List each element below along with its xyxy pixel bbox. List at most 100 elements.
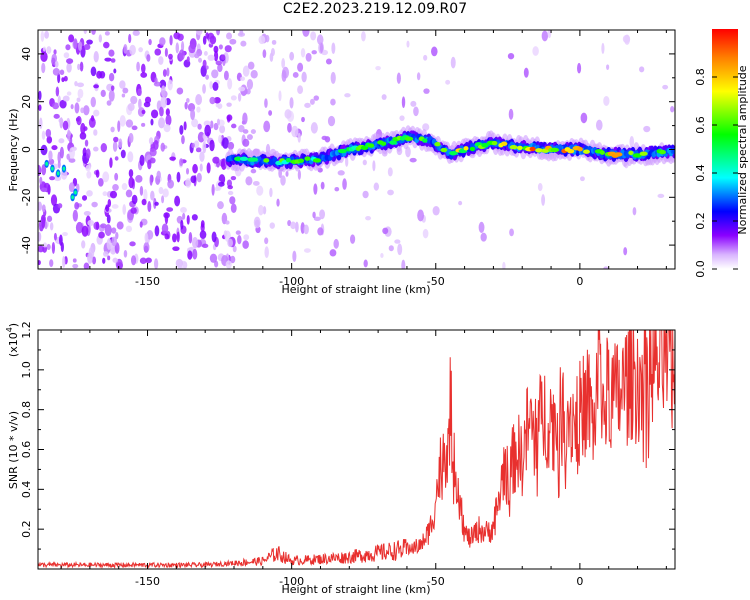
spectrogram-noise-speck — [215, 60, 223, 66]
spectrogram-noise-speck — [150, 118, 154, 126]
spectrogram-noise-speck — [41, 204, 46, 213]
spectrogram-noise-speck — [365, 215, 372, 221]
spectrogram-noise-speck — [325, 58, 332, 65]
spectrogram-noise-speck — [218, 44, 223, 50]
spectrogram-noise-speck — [310, 122, 318, 134]
snr-y-tick-label: 1.0 — [20, 361, 33, 379]
spectrogram-noise-speck — [211, 69, 219, 79]
spectrogram-noise-speck — [68, 158, 76, 163]
spectrogram-noise-speck — [580, 112, 588, 124]
spectrogram-noise-speck — [205, 74, 209, 80]
spectrogram-ridge-core — [285, 157, 292, 163]
spectrogram-noise-speck — [154, 225, 160, 237]
spectrogram-noise-speck — [262, 206, 267, 215]
spectrogram-noise-speck — [214, 186, 220, 192]
spectrogram-noise-speck — [72, 209, 78, 222]
spectrogram-noise-speck — [83, 43, 91, 51]
spectrogram-noise-speck — [128, 33, 132, 44]
spectrogram-noise-speck — [197, 123, 202, 130]
spectrogram-noise-speck — [95, 169, 100, 178]
spectrogram-y-tick-label: 0 — [20, 146, 33, 153]
spectrogram-noise-speck — [110, 58, 116, 63]
spectrogram-noise-speck — [203, 50, 208, 56]
snr-x-tick-label: -150 — [135, 575, 160, 588]
spectrogram-noise-speck — [329, 249, 337, 257]
spectrogram-noise-speck — [226, 102, 232, 107]
spectrogram-early-signal-core — [56, 171, 60, 176]
spectrogram-noise-speck — [312, 211, 316, 219]
spectrogram-ridge-core — [234, 156, 242, 162]
spectrogram-noise-speck — [295, 221, 299, 233]
spectrogram-noise-speck — [304, 102, 311, 108]
spectrogram-noise-speck — [102, 257, 106, 264]
spectrogram-noise-speck — [102, 191, 108, 197]
spectrogram-noise-speck — [53, 232, 57, 241]
spectrogram-noise-speck — [72, 258, 77, 263]
spectrogram-noise-speck — [39, 117, 43, 130]
spectrogram-noise-speck — [603, 266, 609, 269]
snr-x-tick-label: -50 — [427, 575, 445, 588]
spectrogram-noise-speck — [181, 135, 185, 145]
spectrogram-noise-speck — [41, 216, 46, 229]
spectrogram-noise-speck — [280, 175, 286, 186]
spectrogram-noise-speck — [185, 167, 190, 175]
spectrogram-noise-speck — [622, 34, 631, 44]
spectrogram-early-signal-core — [74, 190, 77, 195]
spectrogram-noise-speck — [178, 49, 185, 61]
spectrogram-noise-speck — [203, 120, 211, 127]
spectrogram-noise-speck — [164, 47, 168, 57]
spectrogram-noise-speck — [98, 231, 105, 239]
spectrogram-noise-speck — [422, 228, 429, 239]
spectrogram-noise-speck — [106, 214, 111, 224]
spectrogram-noise-speck — [301, 116, 305, 123]
spectrogram-noise-speck — [136, 61, 140, 72]
spectrogram-x-ticks: -150 -100 -50 0 — [60, 30, 667, 288]
spectrogram-ridge-core — [240, 156, 249, 162]
spectrogram-noise-speck — [51, 102, 60, 110]
spectrogram-noise-speck — [38, 104, 42, 111]
spectrogram-noise-speck — [291, 125, 299, 138]
spectrogram-noise-speck — [125, 189, 133, 198]
spectrogram-noise-speck — [100, 223, 107, 229]
spectrogram-noise-speck — [207, 54, 215, 61]
spectrogram-noise-speck — [115, 232, 119, 240]
spectrogram-noise-speck — [46, 46, 52, 54]
spectrogram-noise-speck — [342, 178, 347, 190]
spectrogram-noise-speck — [190, 108, 196, 121]
spectrogram-noise-speck — [116, 262, 124, 269]
spectrogram-ridge-core — [449, 150, 458, 156]
spectrogram-noise-speck — [91, 201, 98, 208]
spectrogram-noise-speck — [303, 248, 311, 253]
spectrogram-noise-speck — [382, 227, 389, 235]
spectrogram-noise-speck — [59, 99, 67, 109]
spectrogram-noise-speck — [238, 124, 245, 133]
spectrogram-noise-speck — [397, 243, 403, 256]
spectrogram-noise-speck — [158, 186, 164, 195]
spectrogram-noise-speck — [109, 157, 113, 169]
spectrogram-noise-speck — [200, 65, 207, 77]
spectrogram-noise-speck — [109, 190, 118, 199]
spectrogram-noise-speck — [180, 41, 185, 52]
spectrogram-noise-speck — [220, 54, 226, 61]
spectrogram-noise-speck — [51, 57, 56, 65]
spectrogram-noise-speck — [216, 118, 221, 126]
spectrogram-noise-speck — [138, 47, 144, 53]
snr-y-ticks: 0.2 0.4 0.6 0.8 1.0 1.2 — [20, 321, 675, 550]
snr-y-tick-label: 1.2 — [20, 321, 33, 339]
spectrogram-noise-speck — [264, 98, 268, 109]
spectrogram-noise-speck — [121, 93, 126, 98]
spectrogram-noise-speck — [41, 164, 47, 176]
spectrogram-noise-speck — [167, 79, 173, 91]
spectrogram-noise-speck — [100, 89, 106, 98]
spectrogram-ridge-core — [659, 149, 666, 155]
spectrogram-noise-speck — [319, 209, 326, 220]
spectrogram-noise-speck — [38, 245, 45, 253]
spectrogram-noise-speck — [227, 141, 235, 150]
spectrogram-noise-speck — [297, 85, 304, 95]
spectrogram-ridge-core — [422, 138, 428, 143]
spectrogram-ridge-core — [632, 153, 642, 158]
spectrogram-noise-speck — [45, 128, 52, 138]
spectrogram-noise-speck — [76, 82, 85, 88]
spectrogram-noise-speck — [58, 138, 65, 144]
spectrogram-noise-speck — [230, 176, 237, 181]
